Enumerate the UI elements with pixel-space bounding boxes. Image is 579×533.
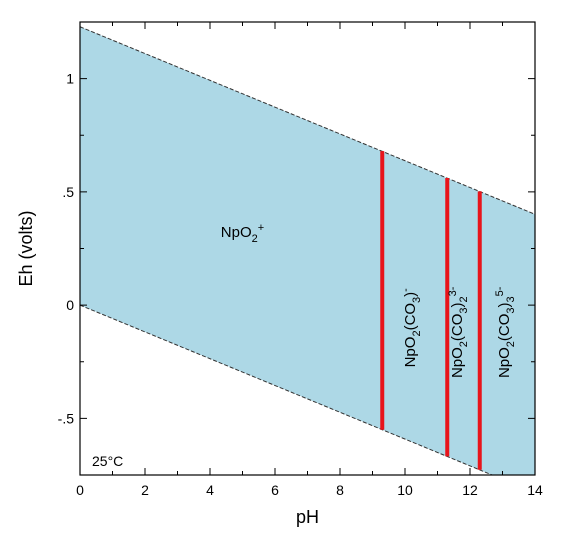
species-label-part: 2: [458, 296, 470, 302]
species-label-part: 2: [411, 330, 423, 336]
temperature-annotation: 25°C: [92, 453, 123, 469]
species-label-part: NpO: [402, 337, 419, 368]
species-label-part: (CO: [449, 314, 466, 342]
x-tick-label: 8: [336, 482, 344, 498]
species-label-part: (CO: [402, 303, 419, 331]
species-label-part: 3: [411, 297, 423, 303]
x-tick-label: 4: [206, 482, 214, 498]
species-label-part: NpO: [496, 347, 513, 378]
species-label-part: NpO: [221, 224, 252, 241]
y-tick-label: 1: [66, 71, 74, 87]
species-label-part: 5-: [494, 286, 506, 296]
x-tick-label: 12: [462, 482, 478, 498]
species-label-part: NpO: [449, 347, 466, 378]
species-label-part: 3: [505, 296, 517, 302]
species-label-part: +: [258, 222, 264, 234]
species-label-part: ): [449, 302, 466, 307]
x-tick-label: 14: [527, 482, 543, 498]
plot-area: NpO2+NpO2(CO3)-NpO2(CO3)23-NpO2(CO3)35-: [80, 26, 535, 475]
species-label-2: NpO2(CO3)-: [400, 288, 423, 368]
species-label-part: -: [400, 288, 412, 292]
stability-field: [80, 26, 535, 475]
species-label-1: NpO2+: [221, 222, 264, 245]
species-label-part: 2: [505, 341, 517, 347]
water-lower-line: [80, 304, 494, 475]
x-tick-label: 10: [397, 482, 413, 498]
y-tick-label: -.5: [58, 410, 75, 426]
plot-content: NpO2+NpO2(CO3)-NpO2(CO3)23-NpO2(CO3)35-: [80, 26, 535, 475]
x-tick-label: 6: [271, 482, 279, 498]
species-label-part: ): [402, 292, 419, 297]
axes: 0 2 4 6 8 10 12 14 1 .5 0 -.5: [58, 21, 543, 498]
species-label-part: ): [496, 302, 513, 307]
water-upper-line: [80, 26, 535, 215]
y-axis-label: Eh (volts): [16, 210, 36, 286]
species-label-part: 3: [458, 307, 470, 313]
species-label-part: 3-: [447, 286, 459, 296]
y-tick-label: 0: [66, 297, 74, 313]
species-label-3: NpO2(CO3)23-: [447, 286, 470, 378]
species-label-part: (CO: [496, 314, 513, 342]
x-tick-label: 0: [76, 482, 84, 498]
y-tick-label: .5: [62, 184, 74, 200]
species-label-part: 2: [458, 341, 470, 347]
x-axis-label: pH: [296, 507, 319, 527]
species-label-part: 2: [252, 233, 258, 245]
x-tick-label: 2: [141, 482, 149, 498]
species-label-part: 3: [505, 307, 517, 313]
species-label-4: NpO2(CO3)35-: [494, 286, 517, 378]
